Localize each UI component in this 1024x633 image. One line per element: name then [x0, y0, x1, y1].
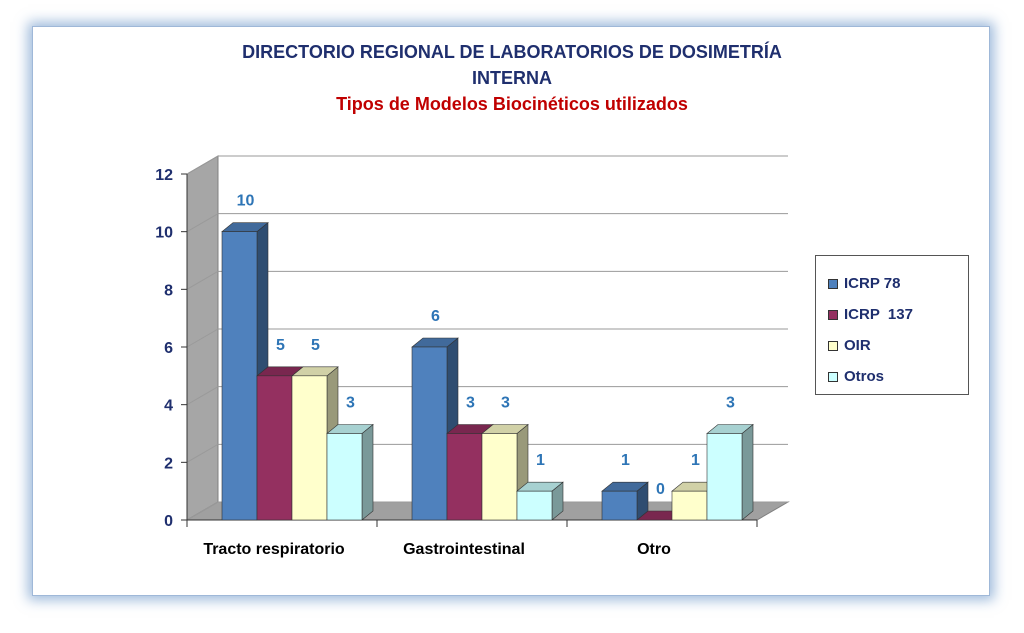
legend-swatch	[828, 340, 838, 351]
bar	[411, 346, 448, 521]
bar	[516, 490, 553, 521]
legend-label: OIR	[844, 337, 871, 354]
data-label: 3	[466, 395, 475, 412]
bar	[221, 231, 258, 521]
gridline-diagonal	[186, 501, 219, 521]
legend-swatch	[828, 278, 838, 289]
bar	[326, 433, 363, 521]
gridline-diagonal	[186, 328, 219, 348]
bar	[671, 490, 708, 521]
bar	[706, 433, 743, 521]
gridline-diagonal	[186, 270, 219, 290]
chart-title-line1: DIRECTORIO REGIONAL DE LABORATORIOS DE D…	[242, 42, 782, 62]
data-label: 3	[501, 395, 510, 412]
legend-swatch	[828, 371, 838, 382]
data-label: 1	[536, 452, 545, 469]
chart-title-line2: INTERNA	[472, 68, 552, 88]
data-label: 3	[346, 395, 355, 412]
x-tick-label: Tracto respiratorio	[203, 541, 345, 558]
bar	[446, 433, 483, 521]
data-label: 3	[726, 395, 735, 412]
y-tick-label: 6	[164, 340, 173, 357]
data-label: 5	[311, 337, 320, 354]
legend-item: Otros	[816, 361, 968, 392]
data-label: 5	[276, 337, 285, 354]
bar-side	[741, 423, 754, 521]
legend-item: OIR	[816, 330, 968, 361]
chart-subtitle: Tipos de Modelos Biocinéticos utilizados	[336, 94, 688, 114]
gridline-diagonal	[186, 213, 219, 233]
x-tick-label: Otro	[637, 541, 671, 558]
y-tick-label: 4	[164, 398, 173, 415]
legend-label: ICRP 137	[844, 306, 913, 323]
gridline-diagonal	[186, 155, 219, 175]
y-tick-label: 12	[155, 167, 173, 184]
y-tick-label: 0	[164, 513, 173, 530]
y-tick-label: 2	[164, 455, 173, 472]
bar	[291, 375, 328, 521]
x-tick-label: Gastrointestinal	[403, 541, 525, 558]
data-label: 0	[656, 481, 665, 498]
y-tick-label: 10	[155, 225, 173, 242]
y-tick-label: 8	[164, 282, 173, 299]
legend-label: Otros	[844, 368, 885, 385]
bar-side	[361, 423, 374, 521]
legend-item: ICRP 137	[816, 299, 968, 330]
data-label: 6	[431, 308, 440, 325]
data-label: 1	[691, 452, 700, 469]
gridline-diagonal	[186, 386, 219, 406]
legend-label: ICRP 78	[844, 275, 901, 292]
gridline-diagonal	[186, 443, 219, 463]
data-label: 10	[237, 193, 255, 210]
legend-swatch	[828, 309, 838, 320]
bar	[256, 375, 293, 521]
legend-item: ICRP 78	[816, 268, 968, 299]
bar	[481, 433, 518, 521]
bar	[601, 490, 638, 521]
chart-legend: ICRP 78 ICRP 137 OIR Otros	[815, 255, 969, 395]
data-label: 1	[621, 452, 630, 469]
